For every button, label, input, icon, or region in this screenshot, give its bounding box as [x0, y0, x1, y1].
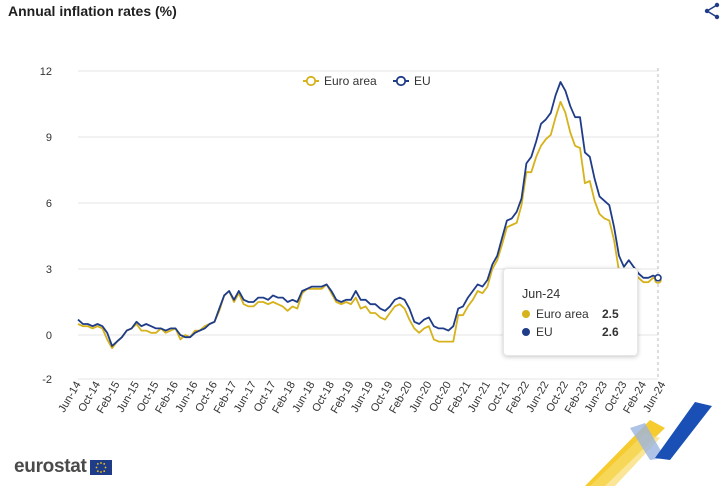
logo-text: eurostat [14, 456, 87, 477]
legend-item-euro-area[interactable]: Euro area [303, 74, 377, 88]
y-tick-label: 0 [46, 330, 52, 342]
euro-area-dot-icon [522, 310, 530, 318]
eu-dot-icon [522, 328, 530, 336]
series-line-eu [77, 81, 659, 347]
tooltip-row-euro-area: Euro area 2.5 [522, 307, 619, 321]
y-tick-label: 12 [40, 66, 52, 78]
share-icon[interactable] [704, 2, 720, 20]
tooltip-series-value: 2.5 [602, 307, 619, 321]
tooltip-row-eu: EU 2.6 [522, 325, 619, 339]
chart-title: Annual inflation rates (%) [8, 3, 177, 19]
eu-flag-icon [89, 459, 112, 475]
legend-item-eu[interactable]: EU [393, 74, 431, 88]
legend-label: Euro area [324, 74, 377, 88]
legend-label: EU [414, 74, 431, 88]
tooltip-series-name: Euro area [536, 307, 589, 321]
y-axis-ticks: 12 9 6 3 0 -2 [40, 66, 52, 386]
y-tick-label: 9 [46, 132, 52, 144]
y-tick-label: 6 [46, 198, 52, 210]
data-tooltip: Jun-24 Euro area 2.5 EU 2.6 [503, 268, 638, 356]
y-tick-label: 3 [46, 264, 52, 276]
tooltip-series-value: 2.6 [602, 325, 619, 339]
y-tick-label: -2 [42, 374, 52, 386]
legend[interactable]: Euro area EU [303, 74, 431, 88]
series-last-point [654, 273, 662, 282]
tooltip-series-name: EU [536, 325, 553, 339]
eurostat-logo[interactable]: eurostat [14, 456, 112, 478]
tooltip-date: Jun-24 [522, 287, 561, 301]
eurostat-decoration [585, 402, 712, 486]
series-lines [77, 81, 662, 350]
